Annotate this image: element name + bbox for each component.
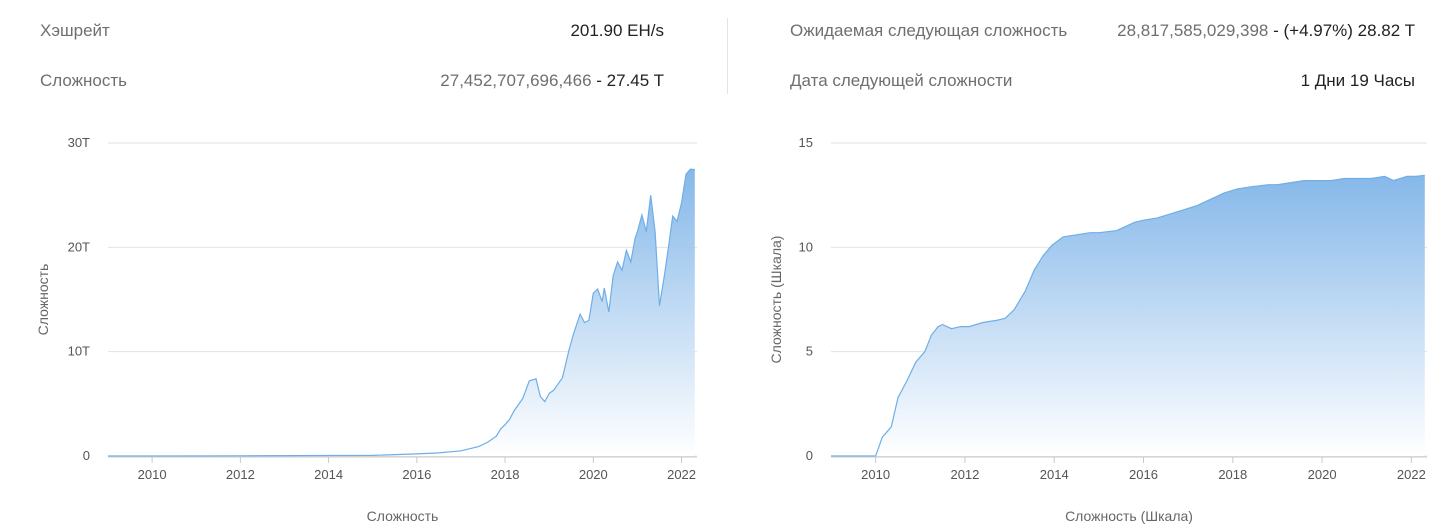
x-axis-title: Сложность (Шкала) [1065, 508, 1193, 524]
y-tick-label: 0 [83, 448, 90, 463]
y-tick-label: 10 [799, 239, 813, 254]
x-tick-label: 2010 [138, 467, 167, 482]
x-tick-label: 2020 [579, 467, 608, 482]
area-fill [108, 169, 695, 456]
stats-divider [727, 18, 728, 94]
area-fill [831, 175, 1425, 457]
series-line [108, 168, 695, 457]
x-tick-label: 2010 [861, 467, 890, 482]
difficulty-stat: Сложность 27,452,707,696,466 - 27.45 T [40, 71, 664, 93]
y-tick-label: 30T [68, 135, 90, 150]
next-difficulty-label: Ожидаемая следующая сложность [790, 21, 1068, 40]
series-line [831, 174, 1425, 457]
x-tick-label: 2018 [491, 467, 520, 482]
next-difficulty-value-raw: 28,817,585,029,398 [1117, 21, 1269, 40]
difficulty-value-short: - 27.45 T [591, 71, 664, 90]
y-tick-label: 0 [806, 448, 813, 463]
next-difficulty-value-short: - (+4.97%) 28.82 T [1268, 21, 1415, 40]
x-tick-label: 2012 [950, 467, 979, 482]
hashrate-label: Хэшрейт [40, 21, 110, 40]
next-difficulty-stat: Ожидаемая следующая сложность 28,817,585… [790, 21, 1415, 43]
chart-1: 0 10T 20T 30T 2010 2012 2014 2016 2018 2020 2022 Сл… [35, 135, 697, 524]
y-tick-label: 15 [799, 135, 813, 150]
hashrate-stat: Хэшрейт 201.90 EH/s [40, 21, 664, 43]
x-tick-label: 2016 [402, 467, 431, 482]
next-date-stat: Дата следующей сложности 1 Дни 19 Часы [790, 71, 1415, 93]
x-tick-label: 2014 [314, 467, 343, 482]
x-tick-label: 2022 [667, 467, 696, 482]
difficulty-label: Сложность [40, 71, 128, 90]
x-tick-label: 2022 [1397, 467, 1426, 482]
next-date-label: Дата следующей сложности [790, 71, 1013, 90]
x-tick-label: 2012 [226, 467, 255, 482]
y-tick-label: 5 [806, 344, 813, 359]
hashrate-value: 201.90 EH/s [570, 21, 664, 40]
x-tick-label: 2018 [1218, 467, 1247, 482]
y-tick-label: 20T [68, 239, 90, 254]
y-axis-title: Сложность (Шкала) [768, 236, 784, 364]
next-difficulty-value: 28,817,585,029,398 - (+4.97%) 28.82 T [1117, 21, 1415, 41]
y-axis-title: Сложность [35, 264, 51, 336]
next-date-value: 1 Дни 19 Часы [1300, 71, 1415, 90]
x-tick-label: 2016 [1129, 467, 1158, 482]
x-tick-label: 2020 [1308, 467, 1337, 482]
difficulty-value-raw: 27,452,707,696,466 [440, 71, 592, 90]
y-tick-label: 10T [68, 344, 90, 359]
x-axis-title: Сложность [367, 508, 439, 524]
chart-2: 0 5 10 15 2010 2012 2014 2016 2018 2020 2022 Сложно… [768, 135, 1427, 524]
difficulty-value: 27,452,707,696,466 - 27.45 T [440, 71, 664, 91]
x-tick-label: 2014 [1040, 467, 1069, 482]
